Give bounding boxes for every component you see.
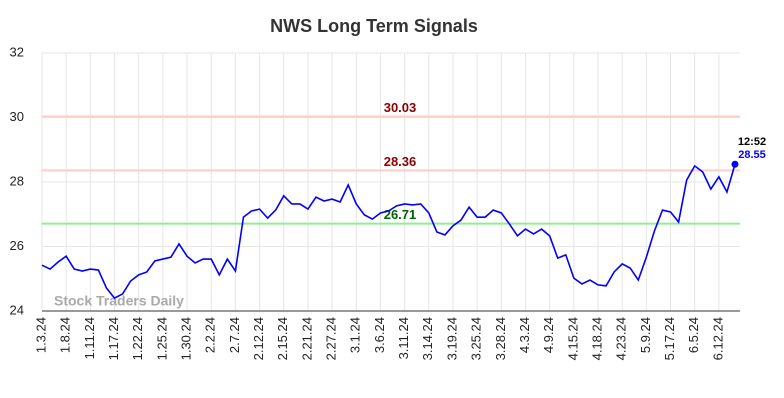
reference-label: 30.03 [384,100,417,115]
x-tick-label: 1.3.24 [33,317,48,353]
chart-title: NWS Long Term Signals [270,16,478,36]
x-tick-label: 1.25.24 [154,317,169,360]
price-line [41,164,736,300]
x-tick-label: 1.11.24 [82,317,97,359]
x-tick-label: 1.8.24 [58,317,73,353]
x-tick-label: 1.17.24 [106,317,121,360]
x-tick-label: 3.11.24 [396,317,411,359]
y-tick-label: 30 [10,109,24,124]
x-tick-label: 4.15.24 [565,317,580,360]
x-tick-label: 4.3.24 [517,317,532,353]
x-tick-label: 2.2.24 [203,317,218,353]
reference-label: 26.71 [384,207,417,222]
x-tick-label: 2.7.24 [227,317,242,353]
x-tick-label: 1.22.24 [130,317,145,360]
y-tick-label: 26 [10,238,24,253]
x-tick-label: 4.23.24 [614,317,629,360]
y-tick-label: 24 [10,302,24,317]
x-tick-label: 3.25.24 [469,317,484,360]
last-time-label: 12:52 [738,136,766,148]
x-tick-label: 4.18.24 [589,317,604,360]
x-tick-label: 6.5.24 [686,317,701,353]
x-tick-label: 3.14.24 [420,317,435,360]
x-tick-label: 3.19.24 [444,317,459,360]
y-tick-label: 32 [10,44,24,59]
x-tick-label: 1.30.24 [178,317,193,360]
x-tick-label: 5.17.24 [662,317,677,360]
reference-label: 28.36 [384,154,417,169]
x-tick-label: 2.21.24 [299,317,314,360]
x-tick-label: 2.27.24 [324,317,339,360]
x-tick-label: 3.6.24 [372,317,387,353]
x-tick-label: 2.12.24 [251,317,266,360]
x-tick-label: 3.28.24 [493,317,508,360]
x-tick-label: 2.15.24 [275,317,290,360]
watermark: Stock Traders Daily [54,293,184,309]
x-tick-label: 3.1.24 [348,317,363,353]
x-tick-label: 6.12.24 [710,317,725,360]
y-tick-label: 28 [10,173,24,188]
last-value-label: 28.55 [738,149,766,161]
last-point [731,160,739,168]
x-tick-label: 4.9.24 [541,317,556,353]
x-tick-label: 5.9.24 [638,317,653,353]
